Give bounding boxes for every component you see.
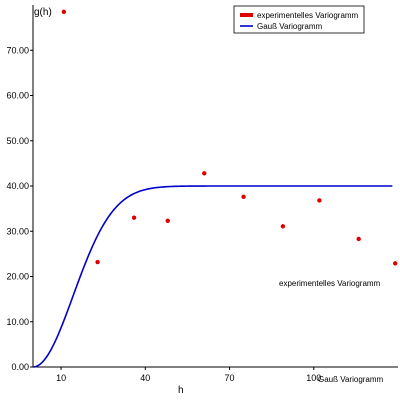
data-point xyxy=(356,236,361,242)
data-point xyxy=(241,194,246,200)
data-point xyxy=(131,215,137,220)
data-point xyxy=(280,224,286,229)
y-tick-label: 60.00 xyxy=(6,91,29,101)
data-point xyxy=(165,218,170,224)
annotation-gauss-variogramm: Gauß Variogramm xyxy=(318,375,384,384)
x-tick-label: 40 xyxy=(140,373,150,383)
data-point xyxy=(392,261,398,266)
data-point xyxy=(202,171,207,176)
y-tick-label: 20.00 xyxy=(6,272,29,282)
legend-box xyxy=(233,5,365,34)
data-point xyxy=(95,259,100,265)
y-tick-label: 0.00 xyxy=(11,362,29,372)
annotation-experimentelles-variogramm: experimentelles Variogramm xyxy=(279,279,381,288)
x-ticks: 10 40 70 100 xyxy=(56,367,321,383)
legend-label-gauss: Gauß Variogramm xyxy=(257,22,323,31)
data-point xyxy=(61,9,67,14)
experimental-points xyxy=(61,9,398,266)
x-tick-label: 70 xyxy=(225,373,235,383)
gauss-variogram-line xyxy=(32,185,393,368)
data-point xyxy=(317,198,322,203)
y-tick-label: 50.00 xyxy=(6,136,29,146)
y-axis-label: g(h) xyxy=(34,7,52,18)
y-tick-label: 40.00 xyxy=(6,181,29,191)
y-ticks: 0.00 10.00 20.00 30.00 40.00 50.00 60.00 70.00 xyxy=(6,45,33,372)
y-tick-label: 30.00 xyxy=(6,226,29,236)
legend-label-experimental: experimentelles Variogramm xyxy=(257,11,359,20)
x-tick-label: 10 xyxy=(56,373,66,383)
x-tick-label: 100 xyxy=(306,373,321,383)
y-tick-label: 70.00 xyxy=(6,45,29,55)
y-tick-label: 10.00 xyxy=(6,317,29,327)
legend: experimentelles Variogramm Gauß Variogra… xyxy=(233,5,365,34)
x-axis-label: h xyxy=(178,385,184,396)
